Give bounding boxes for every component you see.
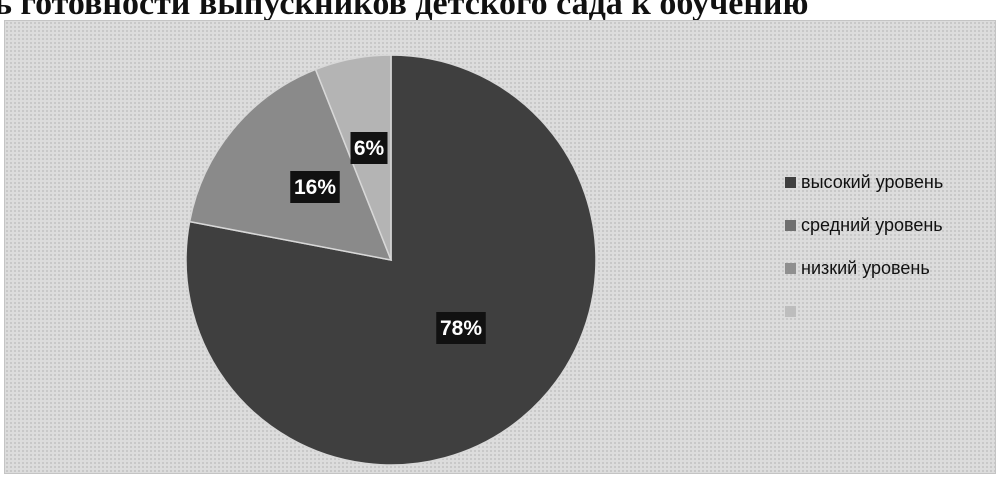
data-label-1: 78% (436, 312, 486, 344)
legend-item: средний уровень (785, 204, 943, 247)
legend-item (785, 290, 943, 333)
data-label-3: 6% (350, 132, 388, 164)
chart-area: 78% 16% 6% высокий уровень средний уровень н… (4, 20, 996, 474)
pie-slice-2 (188, 68, 393, 261)
chart-legend: высокий уровень средний уровень низкий уро… (785, 161, 943, 333)
legend-item: высокий уровень (785, 161, 943, 204)
page-title: ь готовности выпускников детского сада к… (0, 0, 809, 22)
legend-label: средний уровень (801, 215, 943, 235)
legend-label: низкий уровень (801, 258, 930, 278)
pie-chart: 78% 16% 6% (185, 54, 597, 466)
legend-item: низкий уровень (785, 247, 943, 290)
data-label-2: 16% (290, 171, 340, 203)
data-label-text-3: 6% (354, 137, 385, 160)
data-label-box-2 (290, 171, 340, 203)
data-label-box-1 (436, 312, 486, 344)
data-label-box-3 (350, 132, 388, 164)
data-label-text-1: 78% (440, 317, 482, 340)
legend-swatch (785, 263, 796, 274)
legend-label: высокий уровень (801, 172, 944, 192)
legend-swatch (785, 306, 796, 317)
legend-swatch (785, 177, 796, 188)
legend-swatch (785, 220, 796, 231)
data-label-text-2: 16% (294, 176, 336, 199)
